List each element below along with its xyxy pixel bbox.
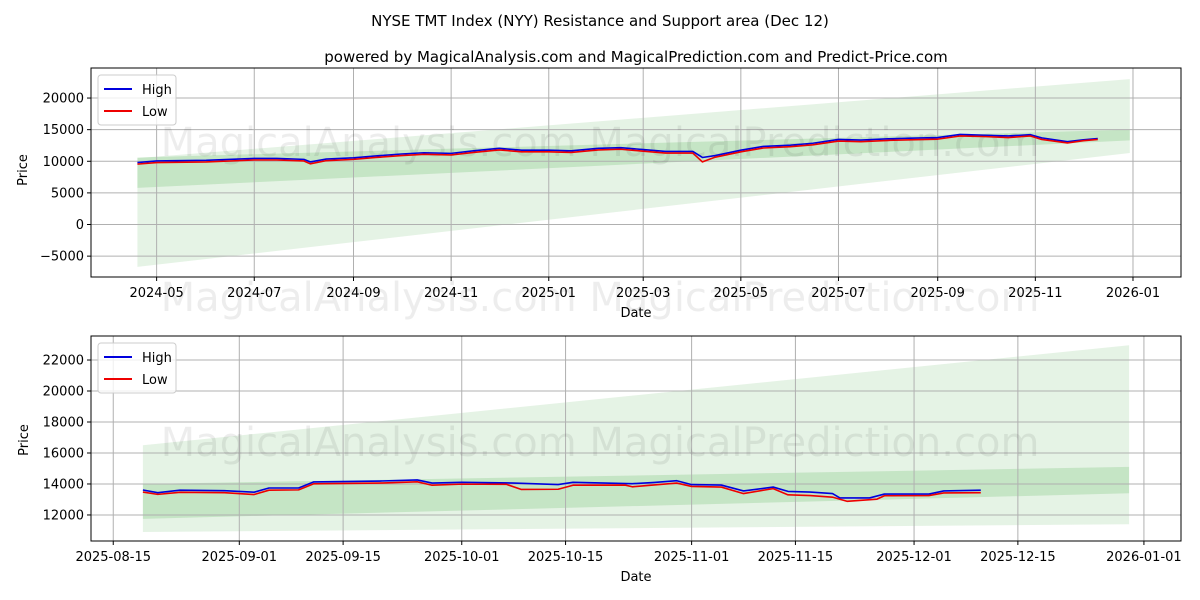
y-tick-label: 18000 xyxy=(43,415,84,430)
y-tick-label: −5000 xyxy=(40,250,84,265)
legend-box xyxy=(97,342,177,394)
series-line-high xyxy=(137,133,1098,164)
band-outer xyxy=(142,345,1130,533)
series-line-high xyxy=(142,479,981,499)
chart-subtitle: powered by MagicalAnalysis.com and Magic… xyxy=(324,48,948,66)
plot-frame xyxy=(90,67,1182,278)
x-tick-label: 2025-11 xyxy=(1008,286,1062,301)
series-line-low xyxy=(142,481,981,503)
x-tick-label: 2025-03 xyxy=(616,286,670,301)
legend-label-high: High xyxy=(142,83,172,98)
y-tick-label: 15000 xyxy=(43,123,84,138)
y-tick-label: 16000 xyxy=(43,446,84,461)
x-tick-label: 2025-12-15 xyxy=(980,550,1056,565)
x-tick-label: 2024-07 xyxy=(227,286,281,301)
y-tick-label: 12000 xyxy=(43,508,84,523)
chart-title: NYSE TMT Index (NYY) Resistance and Supp… xyxy=(371,12,829,30)
x-tick-label: 2025-11-01 xyxy=(654,550,730,565)
x-axis-label: Date xyxy=(620,306,651,321)
x-tick-label: 2024-09 xyxy=(326,286,380,301)
y-tick-label: 20000 xyxy=(43,92,84,107)
x-tick-label: 2026-01-01 xyxy=(1106,550,1182,565)
x-tick-label: 2025-11-15 xyxy=(758,550,834,565)
y-axis-label: Price xyxy=(16,154,31,186)
y-tick-label: 10000 xyxy=(43,155,84,170)
watermark-text: MagicalAnalysis.com MagicalPrediction.co… xyxy=(161,275,1040,321)
x-tick-label: 2025-08-15 xyxy=(75,550,151,565)
x-tick-label: 2025-09-15 xyxy=(305,550,381,565)
legend-label-low: Low xyxy=(142,373,168,388)
y-tick-label: 0 xyxy=(76,218,84,233)
y-tick-label: 20000 xyxy=(43,385,84,400)
x-tick-label: 2025-01 xyxy=(522,286,576,301)
x-tick-label: 2025-07 xyxy=(811,286,865,301)
y-tick-label: 22000 xyxy=(43,354,84,369)
x-tick-label: 2025-10-01 xyxy=(424,550,500,565)
watermark-text: MagicalAnalysis.com MagicalPrediction.co… xyxy=(161,120,1040,166)
x-tick-label: 2025-09-01 xyxy=(202,550,278,565)
x-tick-label: 2025-12-01 xyxy=(876,550,952,565)
series-line-low xyxy=(137,135,1098,165)
legend-label-low: Low xyxy=(142,105,168,120)
band-outer xyxy=(137,79,1130,267)
x-tick-label: 2026-01 xyxy=(1106,286,1160,301)
y-tick-label: 5000 xyxy=(51,186,84,201)
y-axis-label: Price xyxy=(17,424,32,456)
y-tick-label: 14000 xyxy=(43,477,84,492)
x-tick-label: 2024-05 xyxy=(129,286,183,301)
x-tick-label: 2025-10-15 xyxy=(528,550,604,565)
band-inner xyxy=(137,129,1130,188)
x-tick-label: 2025-05 xyxy=(714,286,768,301)
plot-frame xyxy=(90,335,1182,542)
subplot-2: 12000 14000 16000 18000 20000 22000 2025-08-15… xyxy=(17,335,1182,585)
watermark-text: MagicalAnalysis.com MagicalPrediction.co… xyxy=(161,420,1040,466)
band-inner xyxy=(142,466,1130,519)
legend-box xyxy=(97,74,177,126)
subplot-1: −5000 0 5000 10000 15000 20000 2024-05 2024-07 2… xyxy=(16,67,1182,321)
x-tick-label: 2025-09 xyxy=(911,286,965,301)
legend: High Low xyxy=(97,342,177,394)
x-tick-label: 2024-11 xyxy=(424,286,478,301)
legend: High Low xyxy=(97,74,177,126)
legend-label-high: High xyxy=(142,351,172,366)
x-axis-label: Date xyxy=(620,570,651,585)
